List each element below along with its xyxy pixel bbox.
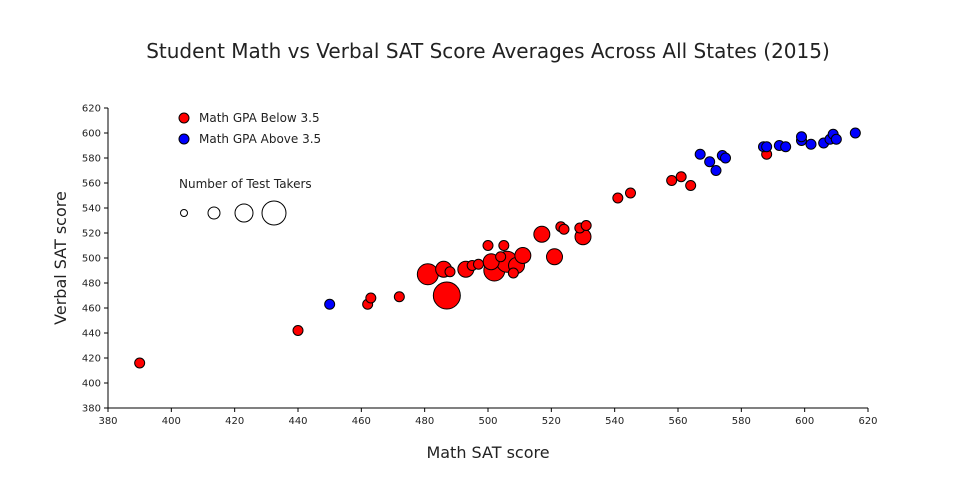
x-tick-label: 580 xyxy=(732,416,751,427)
point-below-3-5 xyxy=(625,187,636,199)
point-above-3-5 xyxy=(694,148,706,160)
size-legend-title: Number of Test Takers xyxy=(179,177,312,191)
x-tick-label: 400 xyxy=(162,416,181,427)
x-tick-label: 560 xyxy=(668,416,687,427)
point-below-3-5 xyxy=(473,258,484,270)
y-tick-label: 460 xyxy=(82,304,101,315)
point-below-3-5 xyxy=(498,240,510,251)
point-below-3-5 xyxy=(558,223,570,235)
point-below-3-5 xyxy=(533,225,551,243)
point-below-3-5 xyxy=(292,325,304,336)
x-tick-label: 460 xyxy=(352,416,371,427)
point-below-3-5 xyxy=(432,281,461,310)
point-above-3-5 xyxy=(805,138,817,150)
y-tick-label: 420 xyxy=(82,354,101,365)
x-tick-label: 380 xyxy=(98,416,117,427)
axes: 380 400 420 440 460 480 500 520 540 560 580 600 620 3… xyxy=(82,104,878,428)
y-tick-label: 380 xyxy=(82,404,101,415)
point-above-3-5 xyxy=(796,131,807,143)
data-points xyxy=(134,127,861,369)
point-below-3-5 xyxy=(514,247,532,264)
y-tick-label: 520 xyxy=(82,229,101,240)
point-above-3-5 xyxy=(761,141,773,153)
point-below-3-5 xyxy=(507,267,519,279)
size-legend-circle xyxy=(180,209,188,217)
point-above-3-5 xyxy=(830,133,842,145)
point-below-3-5 xyxy=(482,240,494,251)
point-below-3-5 xyxy=(495,251,507,263)
point-below-3-5 xyxy=(675,171,687,183)
point-above-3-5 xyxy=(780,141,792,153)
point-above-3-5 xyxy=(849,127,861,139)
legend: Math GPA Below 3.5 Math GPA Above 3.5 Numb… xyxy=(178,111,321,226)
x-tick-label: 520 xyxy=(542,416,561,427)
point-above-3-5 xyxy=(324,298,336,310)
point-below-3-5 xyxy=(612,192,624,204)
x-tick-label: 420 xyxy=(225,416,244,427)
size-legend-circle xyxy=(234,203,254,223)
y-tick-label: 440 xyxy=(82,329,101,340)
x-axis-label: Math SAT score xyxy=(426,443,549,462)
x-tick-label: 600 xyxy=(795,416,814,427)
y-tick-label: 540 xyxy=(82,204,101,215)
point-below-3-5 xyxy=(685,180,697,191)
point-below-3-5 xyxy=(546,248,563,266)
y-tick-label: 500 xyxy=(82,254,101,265)
point-above-3-5 xyxy=(720,152,731,164)
size-legend-circle xyxy=(261,200,287,226)
x-tick-label: 500 xyxy=(478,416,497,427)
legend-label: Math GPA Above 3.5 xyxy=(199,132,321,146)
x-tick-label: 620 xyxy=(858,416,877,427)
chart-title: Student Math vs Verbal SAT Score Average… xyxy=(146,39,830,63)
y-tick-label: 480 xyxy=(82,279,101,290)
x-tick-label: 480 xyxy=(415,416,434,427)
legend-label: Math GPA Below 3.5 xyxy=(199,111,320,125)
point-below-3-5 xyxy=(365,292,377,304)
y-tick-label: 620 xyxy=(82,104,101,115)
y-tick-label: 400 xyxy=(82,379,101,390)
point-below-3-5 xyxy=(444,266,456,278)
x-tick-label: 540 xyxy=(605,416,624,427)
x-tick-label: 440 xyxy=(288,416,307,427)
y-tick-label: 560 xyxy=(82,179,101,190)
legend-marker xyxy=(178,133,190,145)
point-below-3-5 xyxy=(416,263,439,286)
point-above-3-5 xyxy=(710,165,722,176)
size-legend-circle xyxy=(207,206,221,220)
point-below-3-5 xyxy=(393,291,405,303)
point-below-3-5 xyxy=(666,175,678,186)
point-below-3-5 xyxy=(580,220,592,231)
y-axis-label: Verbal SAT score xyxy=(51,191,70,325)
y-tick-label: 600 xyxy=(82,129,101,140)
y-tick-label: 580 xyxy=(82,154,101,165)
point-above-3-5 xyxy=(704,156,716,168)
legend-marker xyxy=(178,112,190,124)
point-below-3-5 xyxy=(134,357,146,369)
